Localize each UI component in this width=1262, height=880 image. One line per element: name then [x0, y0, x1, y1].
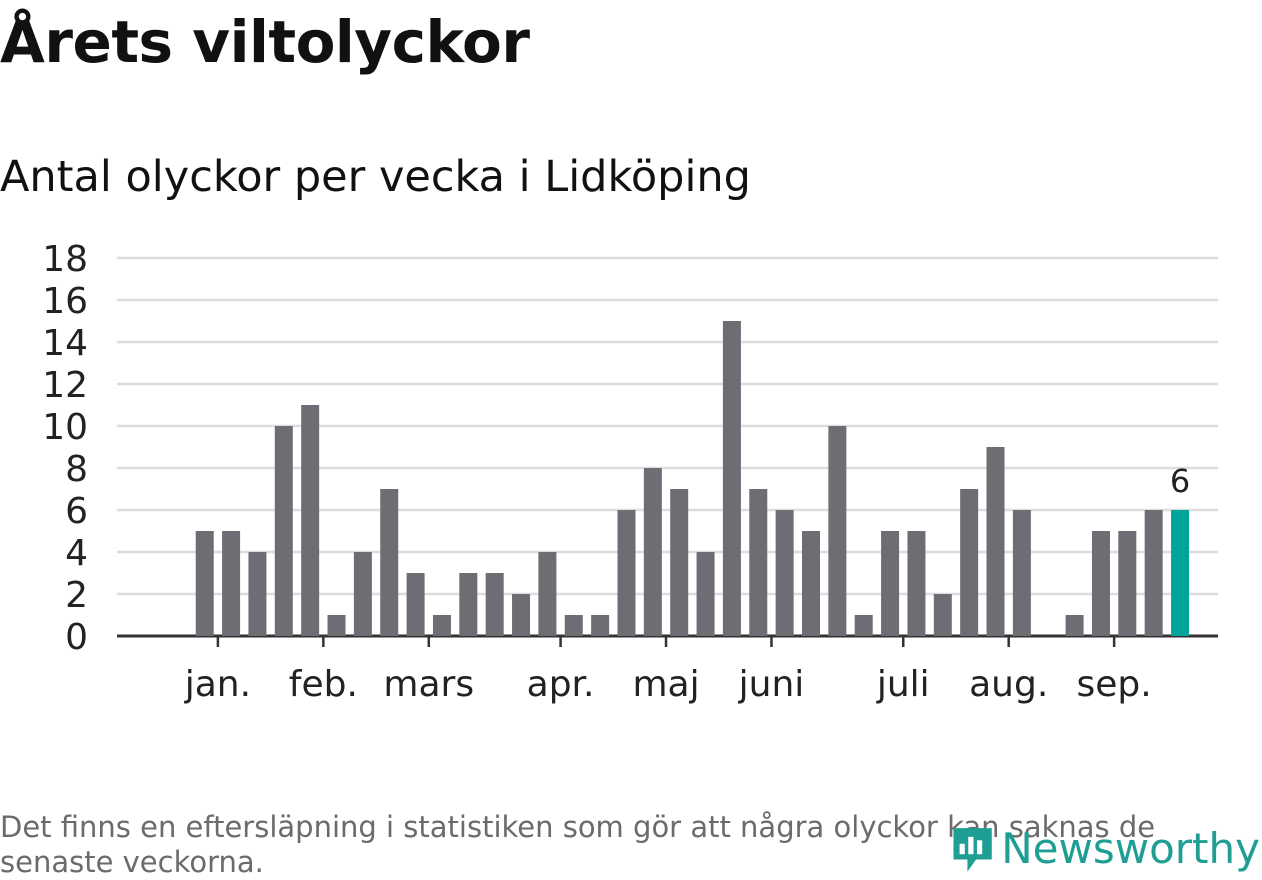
bar	[327, 615, 346, 636]
bar	[1118, 531, 1137, 636]
bar	[459, 573, 478, 636]
y-tick-label: 2	[65, 575, 88, 616]
bar	[907, 531, 926, 636]
x-tick-label: jan.	[184, 664, 251, 705]
bar	[432, 615, 451, 636]
y-tick-label: 16	[42, 281, 88, 322]
bar	[960, 489, 979, 636]
x-tick-label: apr.	[527, 664, 595, 705]
y-tick-label: 12	[42, 365, 88, 406]
y-tick-label: 4	[65, 533, 88, 574]
bar	[485, 573, 504, 636]
bar	[1144, 510, 1163, 636]
chart-title: Årets viltolyckor	[0, 8, 530, 76]
bar-highlight	[1171, 510, 1190, 636]
bar	[1065, 615, 1084, 636]
y-tick-label: 6	[65, 491, 88, 532]
bar	[802, 531, 820, 636]
bar	[195, 531, 214, 636]
data-label-highlight: 6	[1170, 462, 1190, 500]
bar	[722, 321, 741, 636]
bar	[881, 531, 900, 636]
y-tick-label: 0	[65, 617, 88, 658]
x-tick-label: feb.	[289, 664, 358, 705]
bar	[854, 615, 873, 636]
bar	[617, 510, 636, 636]
bar	[274, 426, 293, 636]
x-tick-label: maj	[632, 664, 699, 705]
bar	[564, 615, 583, 636]
bar	[749, 489, 768, 636]
bar	[591, 615, 610, 636]
newsworthy-logo: Newsworthy	[950, 818, 1260, 879]
bar	[643, 468, 662, 636]
grid-lines	[117, 256, 1218, 638]
x-tick-label: mars	[383, 664, 474, 705]
y-tick-label: 14	[42, 323, 88, 364]
annotations: 6	[1170, 462, 1190, 500]
y-tick-label: 18	[42, 239, 88, 280]
y-tick-label: 10	[42, 407, 88, 448]
logo-text: Newsworthy	[1001, 824, 1260, 873]
bar	[512, 594, 531, 636]
newsworthy-logo-icon	[953, 827, 992, 872]
bar	[775, 510, 794, 636]
x-tick-label: sep.	[1077, 664, 1152, 705]
bar	[353, 552, 372, 636]
bar	[1012, 510, 1031, 636]
bar	[933, 594, 952, 636]
bar	[380, 489, 399, 636]
bar	[248, 552, 267, 636]
bar	[301, 405, 320, 636]
footnote: Det finns en eftersläpning i statistiken…	[0, 810, 1156, 879]
chart-subtitle: Antal olyckor per vecka i Lidköping	[0, 152, 751, 202]
bar	[1091, 531, 1110, 636]
bars	[195, 321, 1190, 636]
x-tick-label: juni	[738, 664, 805, 705]
bar	[696, 552, 715, 636]
bar	[538, 552, 557, 636]
bar	[222, 531, 241, 636]
x-tick-label: juli	[876, 664, 930, 705]
bar	[828, 426, 847, 636]
bar	[670, 489, 689, 636]
y-tick-label: 8	[65, 449, 88, 490]
x-axis-ticks: jan. feb. mars apr. maj juni juli aug. sep.	[184, 636, 1152, 705]
bar	[986, 447, 1005, 636]
bar	[406, 573, 425, 636]
x-tick-label: aug.	[969, 664, 1048, 705]
